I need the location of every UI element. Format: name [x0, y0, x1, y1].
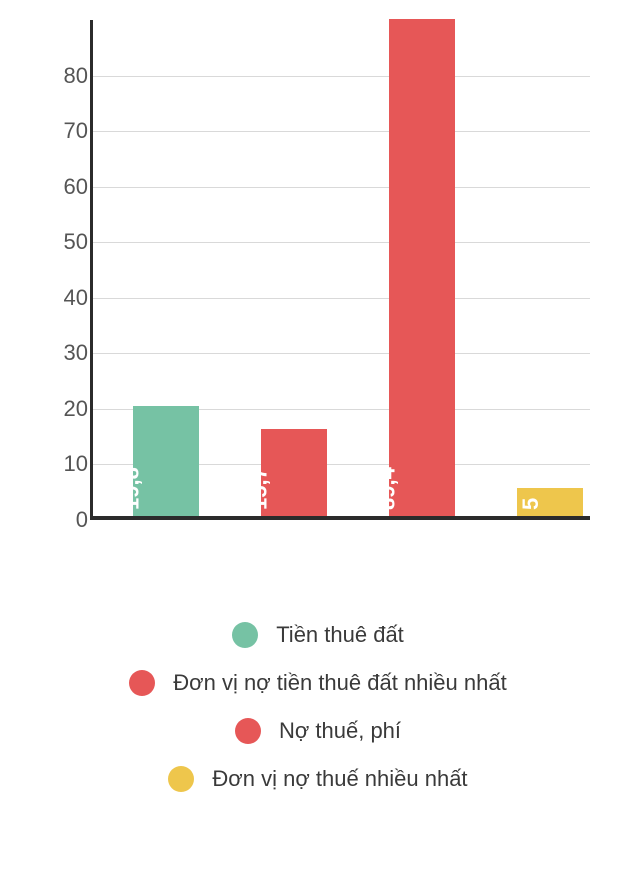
y-tick-label: 0 [50, 507, 88, 533]
bar: 19,8 [133, 406, 199, 516]
bar: 89,4 [389, 19, 455, 516]
y-tick-label: 10 [50, 451, 88, 477]
gridline [93, 242, 590, 243]
gridline [93, 187, 590, 188]
legend-item: Nợ thuế, phí [0, 718, 636, 744]
legend-label: Đơn vị nợ thuế nhiều nhất [212, 766, 467, 792]
legend-label: Nợ thuế, phí [279, 718, 401, 744]
legend-swatch [232, 622, 258, 648]
bar: 5 [517, 488, 583, 516]
y-tick-label: 50 [50, 229, 88, 255]
y-tick-label: 30 [50, 340, 88, 366]
legend-item: Đơn vị nợ thuế nhiều nhất [0, 766, 636, 792]
gridline [93, 353, 590, 354]
y-tick-label: 80 [50, 63, 88, 89]
legend-item: Tiền thuê đất [0, 622, 636, 648]
legend-label: Tiền thuê đất [276, 622, 404, 648]
plot-area: 19,8 15,7 89,4 5 [90, 20, 590, 520]
y-tick-label: 70 [50, 118, 88, 144]
bar-value-label: 15,7 [247, 467, 273, 510]
y-tick-label: 40 [50, 285, 88, 311]
y-tick-label: 60 [50, 174, 88, 200]
legend: Tiền thuê đất Đơn vị nợ tiền thuê đất nhi… [0, 600, 636, 814]
legend-item: Đơn vị nợ tiền thuê đất nhiều nhất [0, 670, 636, 696]
legend-swatch [129, 670, 155, 696]
legend-swatch [235, 718, 261, 744]
gridline [93, 131, 590, 132]
bar: 15,7 [261, 429, 327, 516]
gridline [93, 298, 590, 299]
bar-value-label: 5 [518, 498, 544, 510]
bar-value-label: 89,4 [375, 467, 401, 510]
gridline [93, 76, 590, 77]
bar-value-label: 19,8 [119, 467, 145, 510]
y-tick-label: 20 [50, 396, 88, 422]
legend-label: Đơn vị nợ tiền thuê đất nhiều nhất [173, 670, 506, 696]
legend-swatch [168, 766, 194, 792]
bar-chart: 0 10 20 30 40 50 60 70 80 19,8 15,7 89,4 5 [50, 20, 590, 540]
